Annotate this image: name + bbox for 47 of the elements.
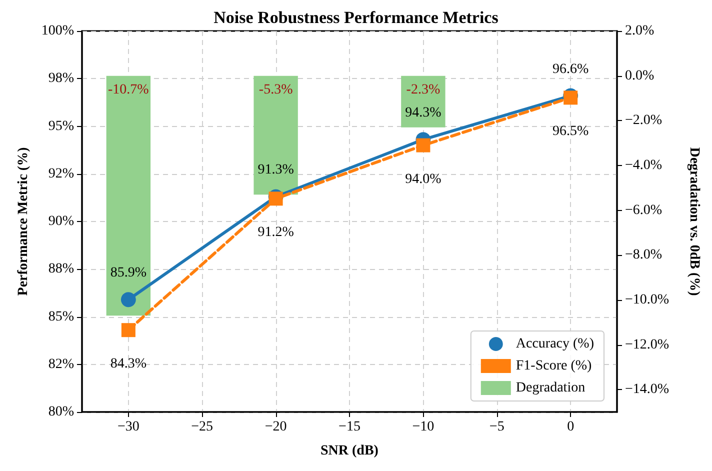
y-tick-label: 88%: [48, 262, 74, 277]
y2-tick-label: −12.0%: [625, 337, 670, 352]
data-label: 91.2%: [258, 225, 294, 240]
data-label: 91.3%: [258, 162, 294, 178]
data-label: 94.0%: [405, 172, 442, 187]
y-tick-label: 85%: [48, 309, 74, 324]
point: [120, 292, 136, 308]
x-tick-label: −15: [338, 420, 360, 434]
point: [416, 138, 430, 152]
y-tick-label: 98%: [48, 71, 74, 86]
x-tick-label: −5: [489, 420, 504, 434]
data-label: -2.3%: [406, 82, 440, 98]
y2-tick-label: −6.0%: [625, 202, 662, 218]
x-tick-label: −25: [191, 420, 214, 434]
y2-tick-label: −8.0%: [625, 248, 662, 263]
data-label: 96.5%: [552, 124, 589, 140]
y2-axis-title: Degradation vs. 0dB (%): [686, 147, 702, 296]
legend-label: Degradation: [516, 380, 586, 396]
data-label: 85.9%: [110, 266, 147, 281]
data-label: 84.3%: [110, 356, 147, 372]
y-tick-label: 92%: [48, 166, 74, 182]
point: [121, 323, 136, 338]
x-tick-label: −10: [412, 420, 434, 434]
legend-label: Accuracy (%): [516, 336, 594, 352]
y-tick-label: 95%: [48, 118, 74, 134]
y2-tick-label: 0.0%: [625, 68, 654, 84]
x-tick-label: −30: [117, 420, 140, 434]
y2-tick-label: 2.0%: [625, 24, 654, 38]
y-axis-title: Performance Metric (%): [16, 146, 31, 296]
y2-tick-label: −10.0%: [625, 292, 670, 308]
y-tick-label: 80%: [48, 404, 74, 420]
y-tick-label: 82%: [48, 356, 74, 372]
y2-tick-label: −4.0%: [625, 158, 662, 173]
data-label: 96.6%: [552, 62, 589, 77]
x-tick-label: −20: [264, 420, 287, 434]
x-axis-title: SNR (dB): [320, 444, 379, 458]
point: [564, 90, 578, 105]
chart-title: Noise Robustness Performance Metrics: [214, 8, 499, 27]
y-tick-label: 90%: [48, 214, 74, 229]
data-label: 94.3%: [405, 106, 442, 121]
y-tick-label: 100%: [41, 24, 74, 38]
data-label: -10.7%: [108, 82, 150, 98]
x-tick-label: 0: [567, 420, 574, 434]
legend-label: F1-Score (%): [516, 358, 592, 374]
data-label: -5.3%: [258, 82, 294, 98]
y2-tick-label: −14.0%: [625, 382, 670, 398]
y2-tick-label: −2.0%: [625, 113, 662, 128]
